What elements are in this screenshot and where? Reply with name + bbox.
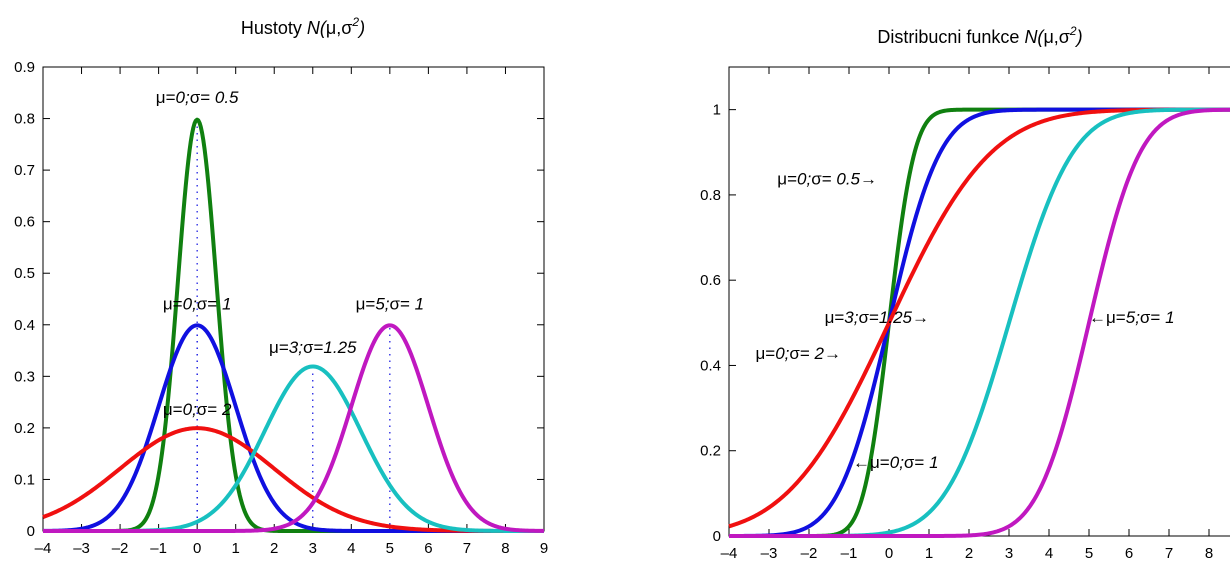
chart-1-ytick-label-2: 0.4 xyxy=(700,357,721,374)
chart-0-xtick-label-0: –4 xyxy=(35,540,52,557)
chart-1-xtick-label-4: 0 xyxy=(885,545,893,562)
chart-1-xtick-label-11: 7 xyxy=(1165,545,1173,562)
chart-0-xtick-label-5: 1 xyxy=(232,540,240,557)
chart-0-xtick-label-12: 8 xyxy=(501,540,509,557)
chart-0-ytick-label-7: 0.7 xyxy=(14,162,35,179)
chart-1-annotation-4: ←μ=0;σ= 1 xyxy=(853,453,939,472)
chart-0-annotation-3: μ=3;σ=1.25 xyxy=(269,338,357,357)
chart-0-xtick-label-3: –1 xyxy=(150,540,167,557)
density-panel: Hustoty N(μ,σ2) –4 –3 –2 –1 0 1 2 3 4 5 6 7 8 9 0 0.1 0.… xyxy=(14,15,548,557)
chart-0-xtick-label-4: 0 xyxy=(193,540,201,557)
chart-0-ytick-label-0: 0 xyxy=(27,523,35,540)
chart-0-ytick-label-8: 0.8 xyxy=(14,111,35,128)
chart-0-series-line-2 xyxy=(42,426,545,533)
chart-1-series-line-4 xyxy=(728,107,1230,538)
chart-1-xtick-label-0: –4 xyxy=(721,545,738,562)
chart-1-xtick-label-7: 3 xyxy=(1005,545,1013,562)
chart-0-series-line-4 xyxy=(42,323,545,533)
chart-1-ytick-label-3: 0.6 xyxy=(700,272,721,289)
chart-0-ytick-label-1: 0.1 xyxy=(14,471,35,488)
chart-0-ytick-label-3: 0.3 xyxy=(14,368,35,385)
chart-0-ytick-label-4: 0.4 xyxy=(14,317,35,334)
chart-0-xtick-label-11: 7 xyxy=(463,540,471,557)
chart-0-annotation-0: μ=0;σ= 0.5 xyxy=(156,88,239,107)
cdf-panel: Distribucni funkce N(μ,σ2) –4 –3 –2 –1 0 1 2 3 4… xyxy=(700,24,1230,562)
cdf-axes-box xyxy=(728,66,1230,537)
chart-1-annotation-1: μ=0;σ= 2→ xyxy=(755,344,841,363)
density-axes-box xyxy=(42,66,545,532)
chart-0-xtick-label-8: 4 xyxy=(347,540,355,557)
chart-0-xtick-label-7: 3 xyxy=(309,540,317,557)
chart-1-xtick-label-12: 8 xyxy=(1205,545,1213,562)
chart-1-ytick-label-4: 0.8 xyxy=(700,187,721,204)
chart-1-ytick-label-0: 0 xyxy=(713,528,721,545)
chart-0-xtick-label-2: –2 xyxy=(112,540,129,557)
chart-1-xtick-label-6: 2 xyxy=(965,545,973,562)
chart-0-xtick-label-13: 9 xyxy=(540,540,548,557)
chart-1-xtick-label-1: –3 xyxy=(761,545,778,562)
chart-0-ytick-label-6: 0.6 xyxy=(14,214,35,231)
chart-1-xtick-label-2: –2 xyxy=(801,545,818,562)
chart-1-annotation-3: ←μ=5;σ= 1 xyxy=(1089,308,1175,327)
chart-0-annotation-1: μ=0;σ= 1 xyxy=(163,294,232,313)
density-title: Hustoty N(μ,σ2) xyxy=(241,15,365,38)
chart-1-xtick-label-8: 4 xyxy=(1045,545,1053,562)
chart-0-xtick-label-1: –3 xyxy=(73,540,90,557)
chart-1-xtick-label-9: 5 xyxy=(1085,545,1093,562)
chart-0-ytick-label-2: 0.2 xyxy=(14,420,35,437)
chart-1-annotation-0: μ=0;σ= 0.5→ xyxy=(777,169,877,188)
chart-0-xtick-label-9: 5 xyxy=(386,540,394,557)
chart-0-xtick-label-10: 6 xyxy=(424,540,432,557)
chart-1-annotation-2: μ=3;σ=1.25→ xyxy=(825,308,929,327)
chart-0-annotation-4: μ=5;σ= 1 xyxy=(356,294,425,313)
chart-0-annotation-2: μ=0;σ= 2 xyxy=(163,400,232,419)
cdf-title: Distribucni funkce N(μ,σ2) xyxy=(877,24,1082,47)
chart-0-ytick-label-5: 0.5 xyxy=(14,265,35,282)
chart-1-xtick-label-10: 6 xyxy=(1125,545,1133,562)
chart-1-ytick-label-5: 1 xyxy=(713,102,721,119)
chart-0-ytick-label-9: 0.9 xyxy=(14,59,35,76)
chart-1-ytick-label-1: 0.2 xyxy=(700,443,721,460)
chart-1-xtick-label-3: –1 xyxy=(841,545,858,562)
chart-0-xtick-label-6: 2 xyxy=(270,540,278,557)
chart-1-xtick-label-5: 1 xyxy=(925,545,933,562)
